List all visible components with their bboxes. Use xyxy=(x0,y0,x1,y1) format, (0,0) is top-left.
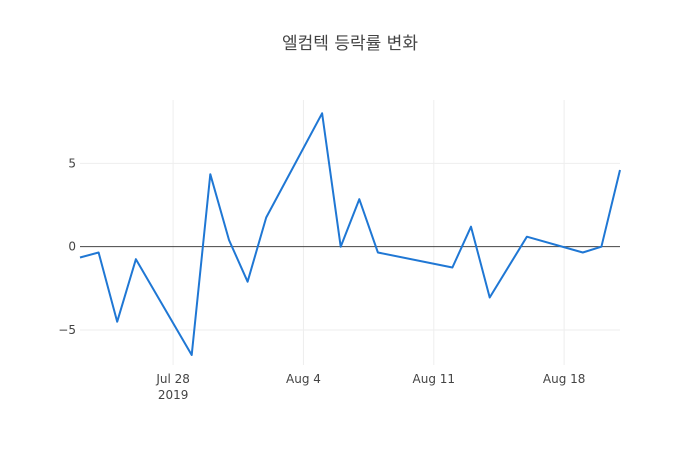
x-tick-label: Jul 28 xyxy=(155,372,190,386)
series-layer xyxy=(78,111,622,357)
data-point[interactable] xyxy=(357,197,361,201)
data-point[interactable] xyxy=(488,296,492,300)
gridlines xyxy=(80,100,620,365)
data-point[interactable] xyxy=(376,251,380,255)
y-tick-label: −5 xyxy=(58,323,76,337)
y-tick-label: 0 xyxy=(68,240,76,254)
data-point[interactable] xyxy=(264,216,268,220)
data-point[interactable] xyxy=(618,168,622,172)
series-line xyxy=(79,112,621,356)
x-tick-label: Aug 4 xyxy=(286,372,321,386)
x-tick-year-label: 2019 xyxy=(158,388,189,402)
data-point[interactable] xyxy=(78,256,82,260)
data-point[interactable] xyxy=(320,111,324,115)
data-point[interactable] xyxy=(339,245,343,249)
data-point[interactable] xyxy=(134,257,138,261)
y-tick-label: 5 xyxy=(68,156,76,170)
data-point[interactable] xyxy=(97,251,101,255)
x-tick-label: Aug 18 xyxy=(543,372,586,386)
data-point[interactable] xyxy=(450,266,454,270)
x-tick-label: Aug 11 xyxy=(413,372,456,386)
data-point[interactable] xyxy=(469,225,473,229)
data-point[interactable] xyxy=(227,238,231,242)
data-point[interactable] xyxy=(208,172,212,176)
chart-title: 엘컴텍 등락률 변화 xyxy=(282,34,418,54)
data-point[interactable] xyxy=(115,320,119,324)
data-point[interactable] xyxy=(525,235,529,239)
data-point[interactable] xyxy=(190,353,194,357)
data-point[interactable] xyxy=(581,251,585,255)
axis-labels: Jul 28 2019 Aug 4 Aug 11 Aug 18 5 0 −5 xyxy=(58,156,585,402)
data-point[interactable] xyxy=(599,245,603,249)
data-point[interactable] xyxy=(246,280,250,284)
